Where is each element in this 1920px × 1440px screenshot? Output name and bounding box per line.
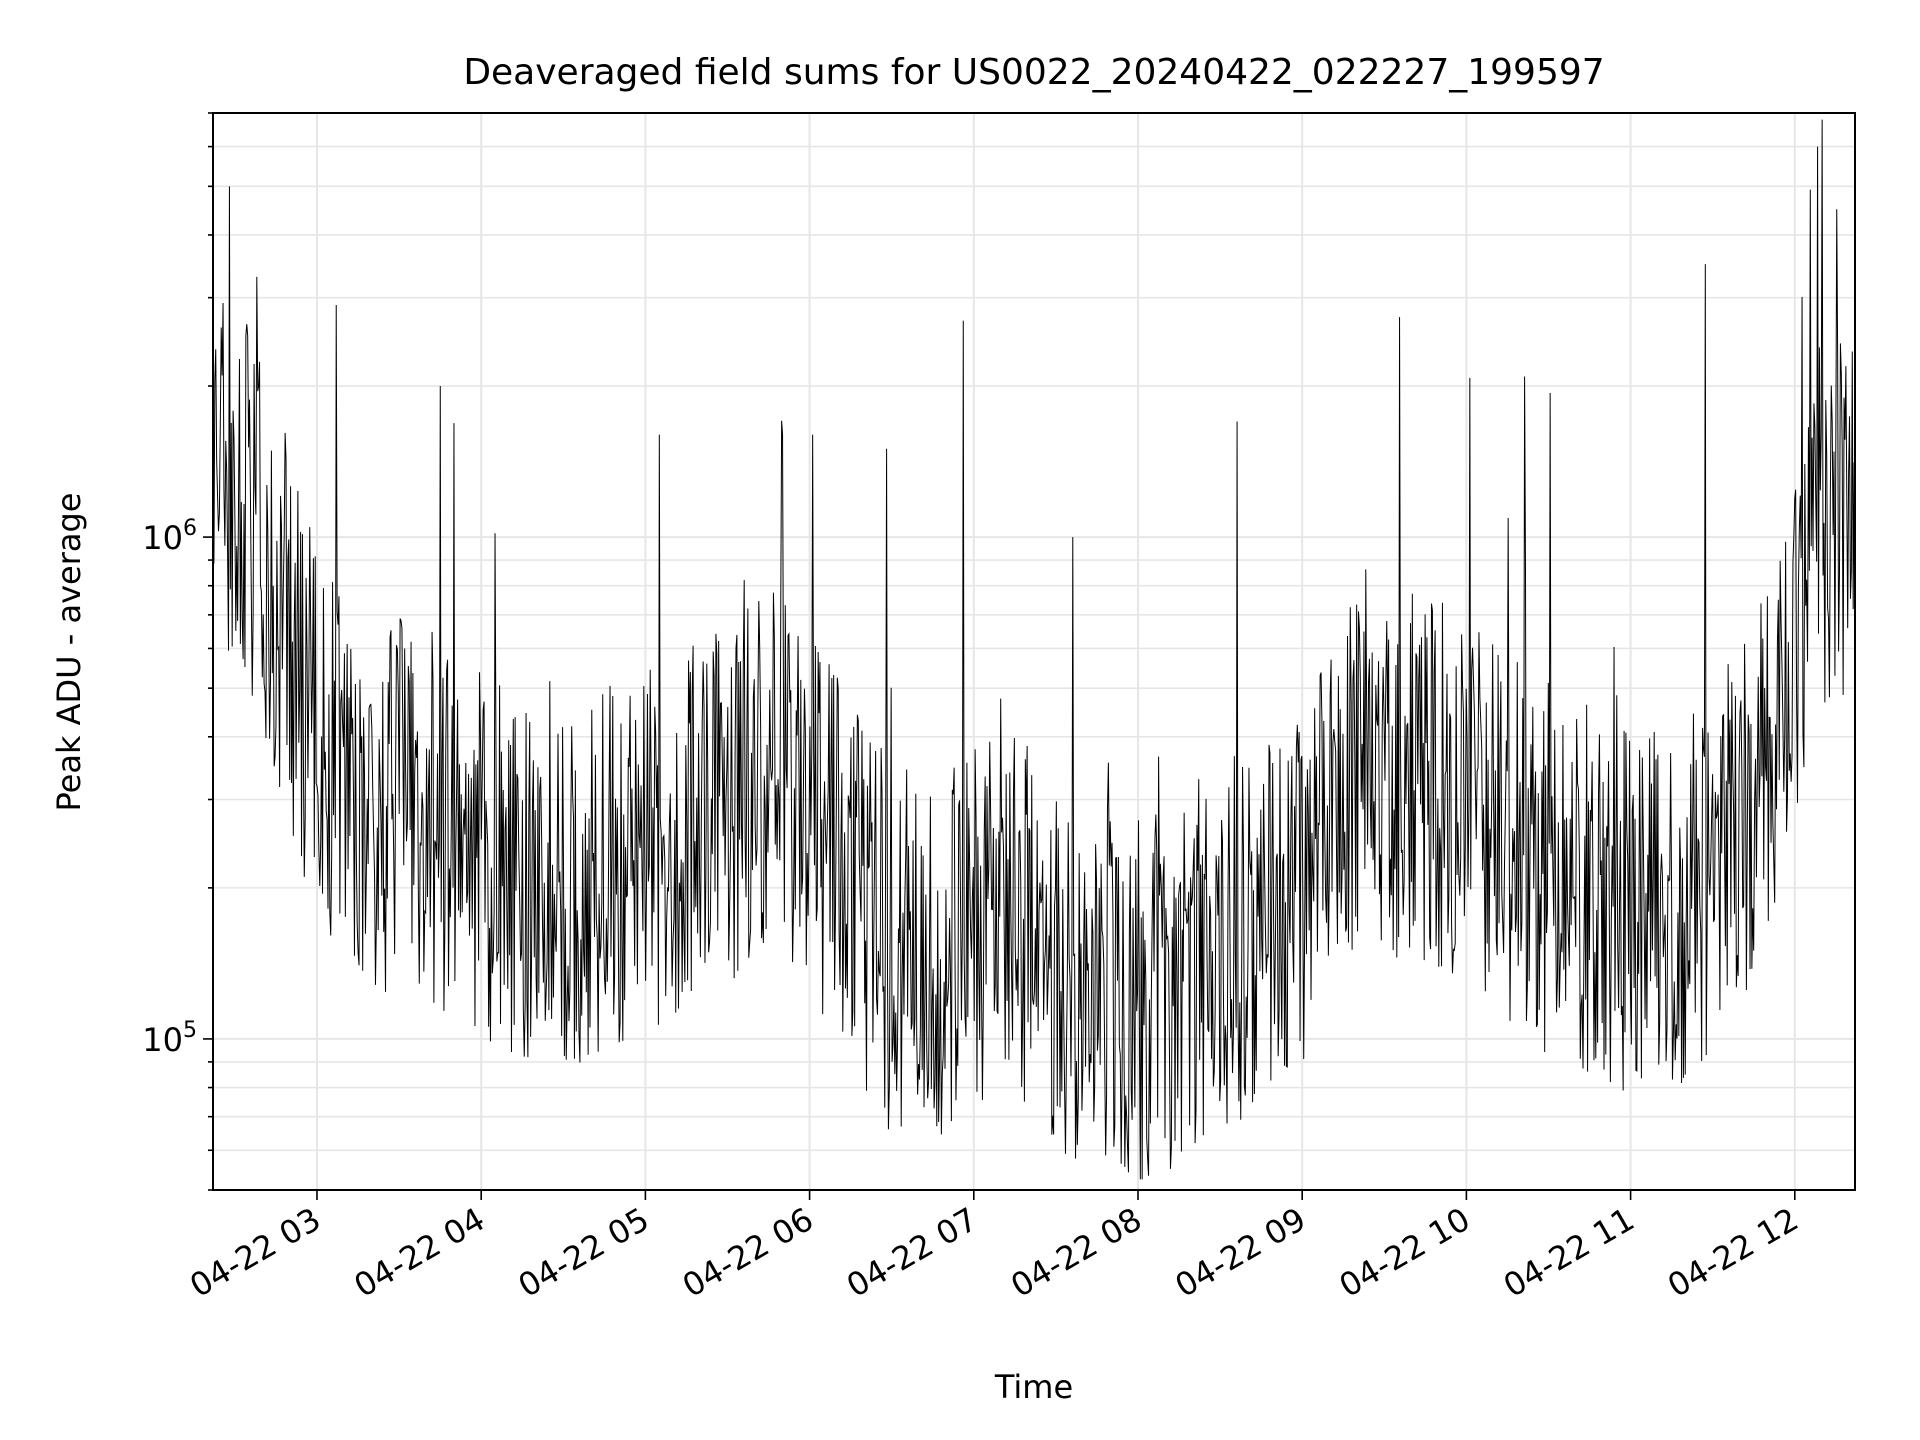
axes-frame: [212, 112, 1856, 1191]
y-axis-label: Peak ADU - average: [50, 493, 88, 812]
x-axis-label: Time: [994, 1368, 1073, 1406]
chart-title: Deaveraged field sums for US0022_2024042…: [463, 52, 1604, 93]
y-tick-label: 105: [142, 1018, 197, 1059]
y-axis-ticks: 105 106: [142, 112, 213, 1191]
plot-area: [212, 119, 1856, 1180]
series-line: [212, 119, 1856, 1180]
y-tick-label: 106: [142, 516, 197, 557]
